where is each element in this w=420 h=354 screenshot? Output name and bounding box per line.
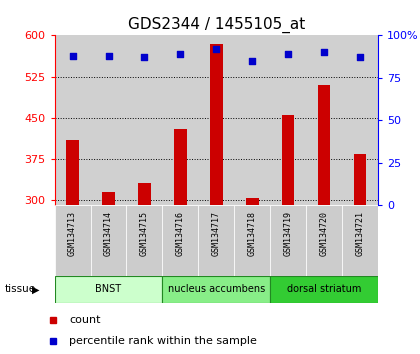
Bar: [55, 35, 91, 205]
Bar: [138, 183, 151, 205]
Text: GSM134718: GSM134718: [248, 211, 257, 256]
Text: ▶: ▶: [32, 284, 40, 295]
Text: count: count: [69, 315, 101, 325]
Bar: [55, 276, 163, 303]
Bar: [102, 192, 115, 205]
Text: dorsal striatum: dorsal striatum: [287, 284, 361, 295]
Bar: [126, 35, 163, 205]
Bar: [234, 35, 270, 205]
Bar: [246, 198, 259, 205]
Bar: [198, 35, 234, 205]
Bar: [91, 35, 126, 205]
Point: [141, 55, 148, 60]
Text: tissue: tissue: [4, 284, 35, 295]
Text: nucleus accumbens: nucleus accumbens: [168, 284, 265, 295]
Bar: [306, 35, 342, 205]
Point: [177, 51, 184, 57]
Text: BNST: BNST: [95, 284, 121, 295]
Bar: [163, 205, 198, 276]
Bar: [66, 139, 79, 205]
Bar: [55, 205, 91, 276]
Bar: [234, 205, 270, 276]
Bar: [342, 35, 378, 205]
Text: GSM134714: GSM134714: [104, 211, 113, 256]
Bar: [342, 205, 378, 276]
Point: [69, 53, 76, 59]
Bar: [174, 129, 186, 205]
Point: [321, 50, 328, 55]
Bar: [126, 205, 163, 276]
Bar: [210, 44, 223, 205]
Bar: [198, 205, 234, 276]
Point: [249, 58, 256, 64]
Text: GSM134720: GSM134720: [320, 211, 328, 256]
Bar: [354, 154, 366, 205]
Text: GSM134713: GSM134713: [68, 211, 77, 256]
Text: GSM134716: GSM134716: [176, 211, 185, 256]
Text: GSM134715: GSM134715: [140, 211, 149, 256]
Bar: [318, 85, 331, 205]
Bar: [270, 35, 306, 205]
Bar: [282, 115, 294, 205]
Title: GDS2344 / 1455105_at: GDS2344 / 1455105_at: [128, 16, 305, 33]
Bar: [270, 205, 306, 276]
Point: [105, 53, 112, 59]
Bar: [306, 205, 342, 276]
Text: GSM134717: GSM134717: [212, 211, 221, 256]
Point: [357, 55, 363, 60]
Text: GSM134719: GSM134719: [284, 211, 293, 256]
Point: [285, 51, 291, 57]
Text: GSM134721: GSM134721: [356, 211, 365, 256]
Bar: [163, 35, 198, 205]
Bar: [270, 276, 378, 303]
Bar: [91, 205, 126, 276]
Point: [213, 46, 220, 52]
Text: percentile rank within the sample: percentile rank within the sample: [69, 336, 257, 346]
Bar: [163, 276, 270, 303]
